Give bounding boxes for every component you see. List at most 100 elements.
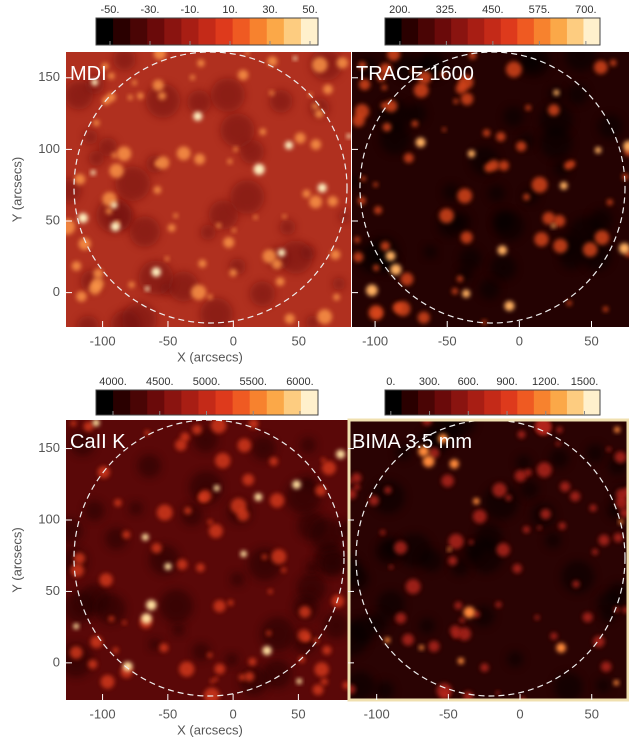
bright-patch bbox=[100, 674, 115, 689]
dark-patch bbox=[348, 671, 375, 700]
bright-patch bbox=[403, 152, 414, 164]
bright-patch bbox=[387, 52, 401, 61]
bright-patch bbox=[566, 300, 572, 306]
bright-patch bbox=[176, 146, 191, 161]
hot-spot bbox=[78, 213, 88, 223]
colorbar-block bbox=[418, 18, 436, 45]
y-axis-label: Y (arcsecs) bbox=[9, 527, 24, 593]
bright-patch bbox=[468, 52, 477, 60]
hot-spot bbox=[292, 480, 301, 489]
x-axis-label: X (arcsecs) bbox=[177, 722, 243, 737]
dark-patch bbox=[443, 420, 476, 438]
bright-patch bbox=[196, 563, 205, 572]
dark-patch bbox=[423, 245, 438, 259]
colorbar-tick-label: 10. bbox=[222, 4, 237, 16]
bright-patch bbox=[73, 552, 86, 565]
x-tick-label: -100 bbox=[362, 333, 388, 348]
bright-patch bbox=[101, 62, 109, 70]
bright-patch bbox=[83, 421, 94, 432]
dark-patch bbox=[180, 504, 203, 527]
colorbar-frame bbox=[95, 17, 319, 46]
bright-patch bbox=[559, 481, 571, 492]
colorbar-block bbox=[232, 390, 251, 415]
bright-patch bbox=[271, 549, 287, 565]
bright-patch bbox=[441, 474, 454, 488]
bright-patch bbox=[360, 175, 366, 182]
dark-patch bbox=[137, 454, 162, 478]
colorbar-tick-label: 30. bbox=[262, 4, 277, 16]
hot-spot bbox=[457, 657, 465, 665]
dark-patch bbox=[488, 184, 506, 202]
bright-patch bbox=[74, 173, 86, 185]
bright-patch bbox=[229, 269, 237, 277]
colorbar-tick-label: -30. bbox=[141, 4, 160, 16]
bright-patch bbox=[108, 615, 115, 622]
bright-patch bbox=[582, 242, 598, 257]
dark-patch bbox=[238, 666, 269, 696]
bright-patch bbox=[380, 102, 388, 110]
bright-patch bbox=[269, 457, 279, 466]
bright-patch bbox=[468, 539, 474, 545]
bright-patch bbox=[411, 120, 419, 127]
bright-patch bbox=[594, 230, 610, 245]
colorbar-block bbox=[249, 390, 268, 415]
dark-patch bbox=[553, 672, 583, 700]
panel-title: BIMA 3.5 mm bbox=[352, 431, 472, 453]
hot-spot bbox=[385, 251, 396, 261]
dark-patch bbox=[305, 315, 320, 327]
bright-patch bbox=[589, 504, 597, 512]
bright-patch bbox=[216, 222, 222, 229]
hot-spot bbox=[447, 547, 452, 552]
field-circle bbox=[73, 52, 348, 324]
bright-patch bbox=[531, 176, 548, 193]
bright-patch bbox=[353, 251, 364, 263]
hot-spot bbox=[614, 426, 621, 433]
colorbar-block bbox=[533, 18, 551, 45]
bright-patch bbox=[498, 160, 510, 171]
colorbar-tick-label: 200. bbox=[389, 4, 410, 16]
bright-patch bbox=[453, 98, 459, 104]
panel-border bbox=[347, 418, 629, 702]
bright-patch bbox=[428, 447, 440, 459]
colorbar-tick-label: 600. bbox=[458, 376, 479, 388]
bright-patch bbox=[267, 589, 273, 595]
bright-patch bbox=[524, 468, 532, 477]
dark-patch bbox=[208, 200, 239, 230]
bright-patch bbox=[496, 132, 506, 142]
bright-patch bbox=[536, 462, 552, 478]
colorbar-tick-label: 900. bbox=[496, 376, 517, 388]
dark-patch bbox=[348, 621, 369, 657]
bright-patch bbox=[428, 640, 440, 652]
hot-spot bbox=[254, 493, 263, 502]
bright-patch bbox=[158, 91, 167, 100]
colorbar-block bbox=[434, 18, 452, 45]
bright-patch bbox=[357, 196, 366, 205]
bright-patch bbox=[93, 268, 104, 279]
bright-patch bbox=[480, 663, 489, 672]
bright-patch bbox=[512, 563, 522, 574]
hot-spot bbox=[366, 284, 378, 297]
colorbar-block bbox=[215, 390, 234, 415]
panel-title: MDI bbox=[70, 63, 107, 85]
bright-patch bbox=[368, 495, 380, 506]
colorbar-block bbox=[130, 390, 148, 415]
bright-patch bbox=[282, 214, 287, 219]
bright-patch bbox=[210, 678, 215, 684]
dark-patch bbox=[507, 651, 524, 668]
bright-patch bbox=[354, 104, 370, 119]
dark-patch bbox=[452, 212, 471, 231]
y-tick-label: 100 bbox=[38, 511, 60, 526]
bright-patch bbox=[548, 104, 560, 116]
hot-spot bbox=[594, 146, 602, 154]
hot-spot bbox=[467, 150, 476, 158]
y-axis-label: Y (arcsecs) bbox=[9, 157, 24, 223]
bright-patch bbox=[237, 69, 249, 81]
bright-patch bbox=[153, 52, 167, 60]
dark-patch bbox=[348, 554, 362, 582]
bright-patch bbox=[197, 59, 205, 67]
bright-patch bbox=[70, 563, 84, 578]
bright-patch bbox=[238, 674, 246, 681]
dark-patch bbox=[260, 616, 296, 652]
bright-patch bbox=[615, 496, 629, 510]
colorbar-tick-label: 0. bbox=[386, 376, 395, 388]
